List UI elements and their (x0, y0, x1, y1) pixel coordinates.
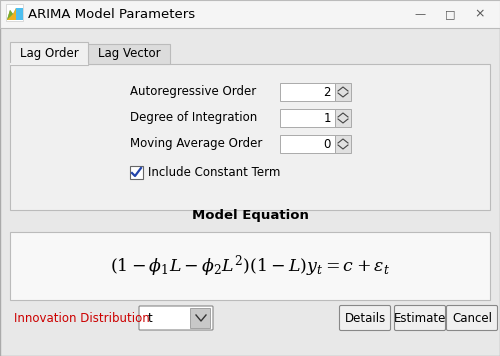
Text: □: □ (445, 9, 455, 19)
FancyBboxPatch shape (340, 305, 390, 330)
Text: ×: × (475, 7, 485, 21)
FancyBboxPatch shape (280, 135, 335, 153)
Polygon shape (7, 10, 13, 20)
Text: —: — (414, 9, 426, 19)
FancyBboxPatch shape (6, 4, 23, 21)
Text: Include Constant Term: Include Constant Term (148, 166, 280, 178)
FancyBboxPatch shape (335, 83, 351, 101)
FancyBboxPatch shape (10, 232, 490, 300)
Text: Details: Details (344, 312, 386, 325)
Polygon shape (7, 8, 23, 20)
Text: Moving Average Order: Moving Average Order (130, 137, 262, 151)
Text: Lag Order: Lag Order (20, 47, 78, 59)
FancyBboxPatch shape (130, 166, 143, 178)
FancyBboxPatch shape (88, 44, 170, 64)
Text: Model Equation: Model Equation (192, 209, 308, 221)
FancyBboxPatch shape (280, 109, 335, 127)
Text: ARIMA Model Parameters: ARIMA Model Parameters (28, 7, 195, 21)
FancyBboxPatch shape (190, 308, 210, 328)
Text: Lag Vector: Lag Vector (98, 47, 160, 61)
Text: Estimate: Estimate (394, 312, 446, 325)
FancyBboxPatch shape (0, 0, 500, 28)
FancyBboxPatch shape (335, 109, 351, 127)
Text: 0: 0 (324, 137, 331, 151)
FancyBboxPatch shape (394, 305, 446, 330)
Text: 2: 2 (324, 85, 331, 99)
FancyBboxPatch shape (139, 306, 213, 330)
Text: $(1 - \phi_1 L - \phi_2 L^2)(1 - L)y_t = c + \varepsilon_t$: $(1 - \phi_1 L - \phi_2 L^2)(1 - L)y_t =… (110, 253, 390, 279)
Text: Degree of Integration: Degree of Integration (130, 111, 257, 125)
Polygon shape (7, 8, 16, 20)
FancyBboxPatch shape (280, 83, 335, 101)
Text: Autoregressive Order: Autoregressive Order (130, 85, 256, 99)
FancyBboxPatch shape (335, 135, 351, 153)
Text: Cancel: Cancel (452, 312, 492, 325)
Text: Innovation Distribution: Innovation Distribution (14, 312, 150, 325)
FancyBboxPatch shape (10, 64, 490, 210)
Text: t: t (148, 312, 153, 325)
FancyBboxPatch shape (446, 305, 498, 330)
Text: 1: 1 (324, 111, 331, 125)
FancyBboxPatch shape (10, 42, 88, 65)
